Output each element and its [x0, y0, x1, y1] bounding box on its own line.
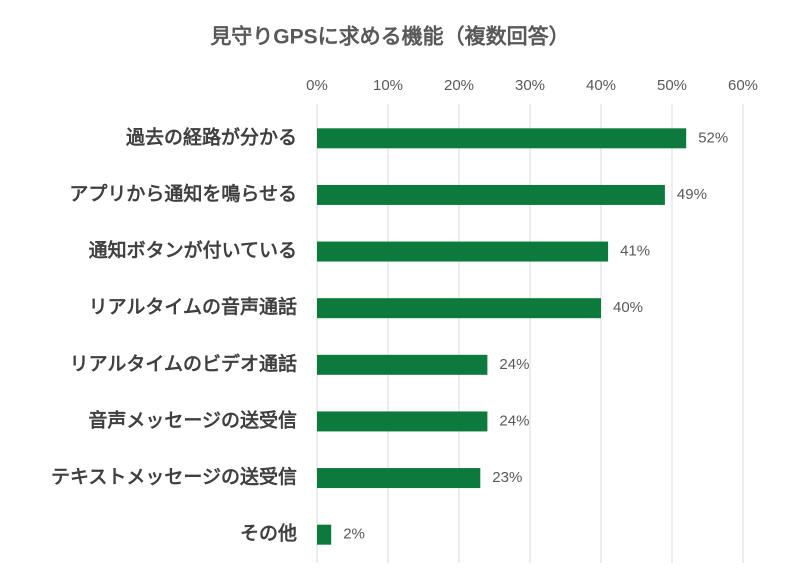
bar: [317, 241, 609, 262]
y-tick-label: 通知ボタンが付いている: [89, 239, 297, 262]
y-tick-label: リアルタイムの音声通話: [89, 295, 297, 318]
value-label: 23%: [492, 469, 522, 486]
bar: [317, 354, 488, 375]
x-tick-label: 20%: [444, 77, 474, 94]
y-tick-label: リアルタイムのビデオ通話: [70, 352, 297, 375]
x-tick-label: 40%: [586, 77, 616, 94]
value-label: 24%: [499, 356, 529, 373]
x-tick-label: 10%: [373, 77, 403, 94]
value-label: 24%: [499, 412, 529, 429]
bar: [317, 411, 488, 432]
bar: [317, 524, 332, 545]
x-tick-label: 60%: [728, 77, 758, 94]
x-tick-label: 50%: [657, 77, 687, 94]
bar: [317, 128, 687, 149]
bar: [317, 184, 665, 205]
chart-title: 見守りGPSに求める機能（複数回答）: [210, 25, 569, 49]
y-tick-label: 音声メッセージの送受信: [88, 408, 297, 431]
y-tick-label: 過去の経路が分かる: [126, 125, 297, 148]
value-label: 2%: [343, 526, 365, 543]
bar: [317, 468, 481, 489]
value-label: 52%: [698, 129, 728, 146]
y-tick-label: その他: [240, 522, 297, 545]
value-label: 40%: [613, 299, 643, 316]
bar: [317, 298, 601, 319]
x-tick-label: 0%: [306, 77, 328, 94]
y-tick-label: テキストメッセージの送受信: [51, 465, 297, 488]
x-tick-label: 30%: [515, 77, 545, 94]
y-tick-label: アプリから通知を鳴らせる: [69, 182, 297, 205]
value-label: 49%: [677, 186, 707, 203]
value-label: 41%: [620, 243, 650, 260]
